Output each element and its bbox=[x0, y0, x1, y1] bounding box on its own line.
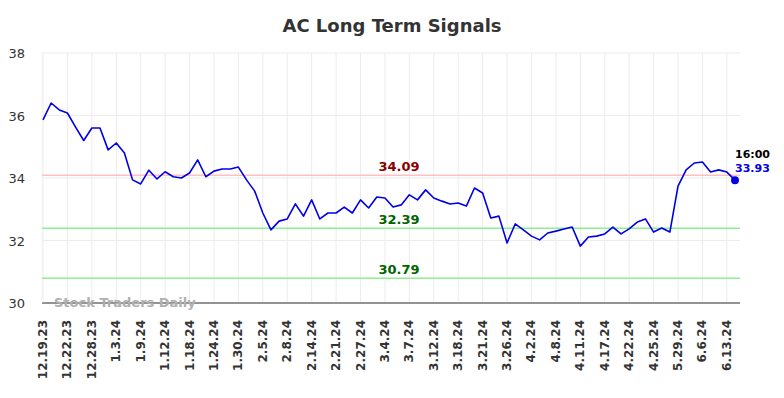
x-tick-label: 12.22.23 bbox=[60, 320, 74, 379]
reference-label: 34.09 bbox=[378, 159, 419, 174]
last-point bbox=[731, 176, 739, 184]
x-tick-label: 3.4.24 bbox=[378, 320, 392, 363]
plot-area bbox=[43, 103, 735, 246]
x-tick-label: 4.25.24 bbox=[647, 320, 661, 371]
x-tick-label: 4.11.24 bbox=[573, 320, 587, 371]
x-tick-label: 1.30.24 bbox=[231, 320, 245, 371]
x-tick-label: 12.19.23 bbox=[36, 320, 50, 379]
line-series bbox=[43, 103, 735, 246]
grid-line-y bbox=[42, 240, 740, 241]
y-tick-label: 32 bbox=[8, 234, 25, 249]
x-tick-label: 1.3.24 bbox=[109, 320, 123, 363]
x-tick-label: 4.8.24 bbox=[549, 320, 563, 363]
x-tick-label: 1.18.24 bbox=[183, 320, 197, 371]
x-tick-label: 1.9.24 bbox=[134, 320, 148, 363]
title: AC Long Term Signals bbox=[282, 15, 501, 36]
grid-line-y bbox=[42, 178, 740, 179]
x-tick-label: 2.8.24 bbox=[280, 320, 294, 363]
x-tick-label: 6.13.24 bbox=[720, 320, 734, 371]
x-tick-label: 2.5.24 bbox=[256, 320, 270, 363]
watermark: Stock Traders Daily bbox=[54, 295, 196, 310]
x-tick-label: 1.12.24 bbox=[158, 320, 172, 371]
x-tick-label: 1.24.24 bbox=[207, 320, 221, 371]
x-tick-label: 4.22.24 bbox=[622, 320, 636, 371]
time-label: 16:00 bbox=[735, 148, 770, 161]
grid-line-y bbox=[42, 115, 740, 116]
x-tick-label: 12.28.23 bbox=[85, 320, 99, 379]
y-axis bbox=[42, 53, 43, 303]
reference-label: 30.79 bbox=[378, 262, 419, 277]
reference-line bbox=[42, 228, 740, 230]
y-tick-label: 38 bbox=[8, 46, 25, 61]
x-tick-label: 3.7.24 bbox=[402, 320, 416, 363]
x-tick-label: 2.21.24 bbox=[329, 320, 343, 371]
x-tick-label: 5.29.24 bbox=[671, 320, 685, 371]
x-tick-label: 3.18.24 bbox=[451, 320, 465, 371]
x-tick-label: 2.14.24 bbox=[305, 320, 319, 371]
x-tick-label: 2.27.24 bbox=[354, 320, 368, 371]
x-tick-label: 3.12.24 bbox=[427, 320, 441, 371]
x-tick-label: 4.17.24 bbox=[598, 320, 612, 371]
x-tick-label: 4.2.24 bbox=[524, 320, 538, 363]
y-tick-label: 30 bbox=[8, 296, 25, 311]
y-tick-label: 34 bbox=[8, 171, 25, 186]
reference-line bbox=[42, 278, 740, 280]
x-tick-label: 6.6.24 bbox=[695, 320, 709, 363]
reference-label: 32.39 bbox=[378, 212, 419, 227]
chart: AC Long Term Signals 30 32 34 36 38 12.19.23 12… bbox=[0, 0, 784, 398]
last-value-label: 33.93 bbox=[735, 162, 770, 175]
grid-line-y bbox=[42, 53, 740, 54]
x-tick-label: 3.26.24 bbox=[500, 320, 514, 371]
x-tick-label: 3.21.24 bbox=[476, 320, 490, 371]
y-tick-label: 36 bbox=[8, 109, 25, 124]
